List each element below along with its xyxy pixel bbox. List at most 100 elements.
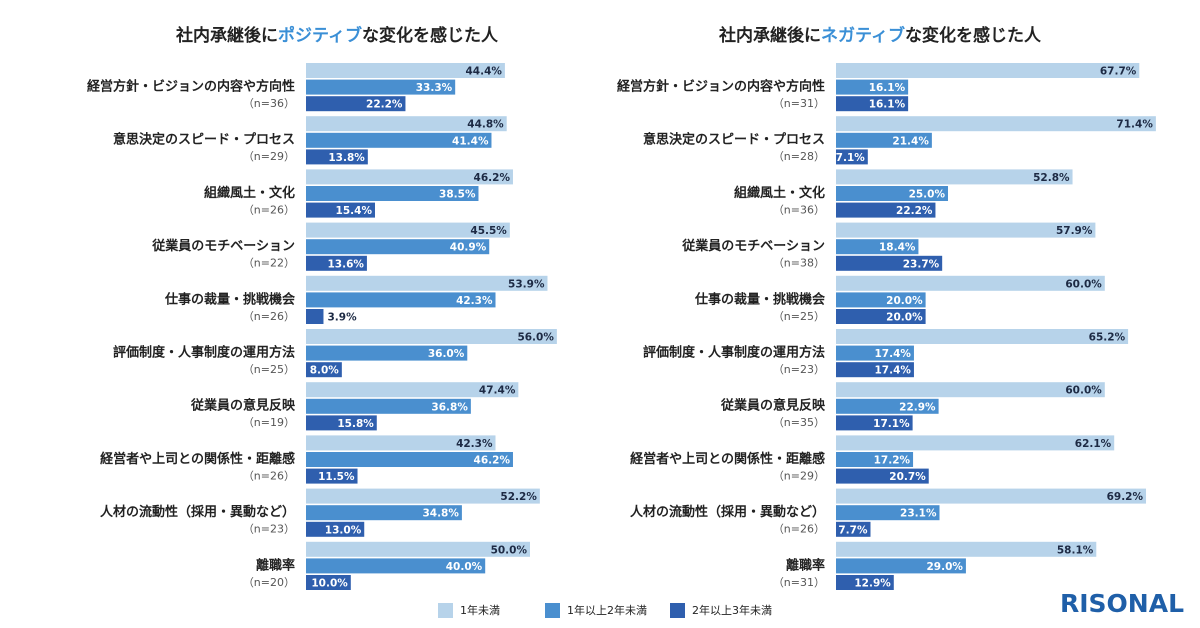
value-label: 16.1%: [869, 82, 906, 94]
bar: [836, 132, 932, 148]
value-label: 36.0%: [428, 348, 465, 360]
category-label: 従業員のモチベーション: [681, 238, 825, 254]
bar: [836, 415, 913, 431]
bar: [836, 63, 1140, 78]
legend-label: 1年以上2年未満: [567, 603, 647, 617]
legend-swatch: [545, 603, 560, 618]
n-label: （n=36）: [243, 97, 295, 110]
value-label: 23.7%: [903, 258, 940, 270]
legend-swatch: [438, 603, 453, 618]
value-label: 62.1%: [1075, 438, 1112, 450]
bar: [836, 558, 966, 574]
n-label: （n=38）: [773, 257, 825, 270]
n-label: （n=25）: [773, 310, 825, 323]
n-label: （n=26）: [243, 310, 295, 323]
chart-title: 社内承継後にポジティブな変化を感じた人: [175, 25, 499, 46]
value-label: 36.8%: [431, 401, 468, 413]
value-label: 58.1%: [1057, 544, 1094, 556]
value-label: 40.9%: [450, 242, 487, 254]
value-label: 65.2%: [1089, 332, 1126, 344]
bar: [836, 541, 1097, 557]
bar: [306, 132, 492, 148]
category-label: 人材の流動性（採用・異動など）: [100, 504, 295, 520]
bar: [836, 222, 1096, 238]
bar: [306, 488, 540, 504]
chart-title: 社内承継後にネガティブな変化を感じた人: [718, 25, 1042, 46]
value-label: 52.2%: [500, 491, 537, 503]
bar: [306, 169, 513, 185]
value-label: 7.1%: [836, 152, 866, 164]
category-label: 経営者や上司との関係性・距離感: [630, 451, 825, 467]
n-label: （n=26）: [243, 469, 295, 482]
value-label: 45.5%: [470, 225, 507, 237]
bar: [836, 345, 914, 361]
value-label: 15.8%: [337, 418, 374, 430]
bar: [836, 521, 871, 537]
legend-label: 1年未満: [460, 603, 500, 617]
bar: [306, 239, 490, 255]
bar: [836, 275, 1105, 291]
value-label: 13.8%: [328, 152, 365, 164]
bar: [306, 575, 351, 590]
value-label: 20.0%: [886, 295, 923, 307]
bar: [306, 521, 365, 537]
value-label: 42.3%: [456, 438, 493, 450]
category-label: 評価制度・人事制度の運用方法: [643, 345, 825, 361]
value-label: 18.4%: [879, 242, 916, 254]
bar: [306, 96, 406, 112]
title-part: ネガティブ: [821, 25, 905, 46]
bar: [836, 468, 929, 484]
value-label: 3.9%: [327, 312, 357, 324]
value-label: 34.8%: [422, 508, 459, 520]
value-label: 69.2%: [1107, 491, 1144, 503]
bar: [836, 452, 914, 467]
bar: [836, 309, 926, 324]
category-label: 評価制度・人事制度の運用方法: [113, 345, 295, 361]
value-label: 7.7%: [838, 524, 868, 536]
bar: [836, 186, 948, 201]
n-label: （n=31）: [773, 97, 825, 110]
n-label: （n=28）: [773, 150, 825, 163]
n-label: （n=22）: [243, 257, 295, 270]
value-label: 11.5%: [318, 471, 355, 483]
bar: [836, 329, 1129, 344]
value-label: 20.0%: [886, 312, 923, 324]
bar: [306, 541, 530, 557]
bar: [836, 435, 1115, 451]
n-label: （n=35）: [773, 416, 825, 429]
n-label: （n=29）: [773, 469, 825, 482]
value-label: 60.0%: [1065, 278, 1102, 290]
value-label: 17.4%: [875, 365, 912, 377]
bar: [306, 116, 507, 132]
category-label: 意思決定のスピード・プロセス: [643, 132, 825, 148]
n-label: （n=20）: [243, 576, 295, 589]
value-label: 17.2%: [874, 455, 911, 467]
category-label: 仕事の裁量・挑戦機会: [694, 291, 826, 307]
value-label: 46.2%: [474, 172, 511, 184]
bar: [836, 169, 1073, 185]
bar: [306, 452, 513, 467]
bar: [306, 382, 519, 398]
legend-swatch: [670, 603, 685, 618]
bar: [306, 275, 548, 291]
bar: [836, 382, 1105, 398]
bar: [306, 329, 557, 344]
value-label: 22.2%: [896, 205, 933, 217]
category-label: 従業員の意見反映: [720, 398, 826, 414]
value-label: 23.1%: [900, 508, 937, 520]
bar: [836, 488, 1147, 504]
bar: [306, 468, 358, 484]
value-label: 20.7%: [889, 471, 926, 483]
bar: [836, 202, 936, 218]
bar: [306, 63, 505, 78]
value-label: 52.8%: [1033, 172, 1070, 184]
category-label: 従業員のモチベーション: [151, 238, 295, 254]
n-label: （n=19）: [243, 416, 295, 429]
value-label: 60.0%: [1065, 385, 1102, 397]
value-label: 13.6%: [327, 258, 364, 270]
value-label: 22.9%: [899, 401, 936, 413]
value-label: 21.4%: [892, 135, 929, 147]
bar: [836, 255, 943, 271]
bar: [306, 292, 496, 308]
value-label: 50.0%: [491, 544, 528, 556]
